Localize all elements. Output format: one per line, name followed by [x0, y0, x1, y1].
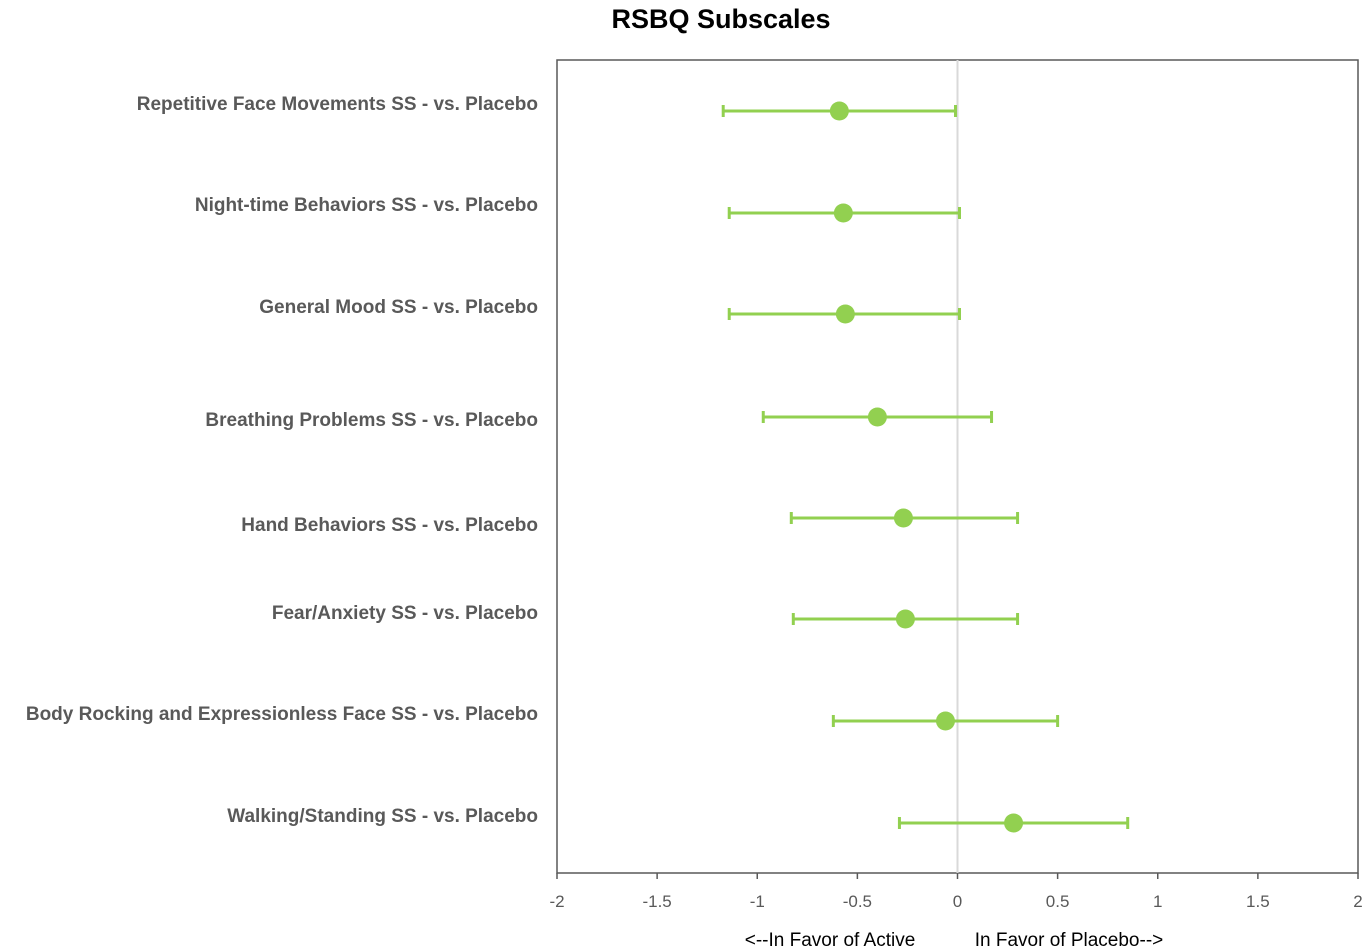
point-estimate [1004, 813, 1024, 833]
category-label: Fear/Anxiety SS - vs. Placebo [272, 603, 538, 624]
estimate-row [831, 711, 1060, 731]
x-tick-label: 1 [1153, 892, 1162, 911]
x-tick-label: 1.5 [1246, 892, 1270, 911]
category-label: Hand Behaviors SS - vs. Placebo [241, 515, 538, 536]
category-label: Night-time Behaviors SS - vs. Placebo [195, 195, 538, 216]
x-tick-label: 0.5 [1046, 892, 1070, 911]
estimate-row [761, 407, 994, 427]
category-label: Walking/Standing SS - vs. Placebo [227, 806, 538, 827]
direction-label-right: In Favor of Placebo--> [975, 930, 1164, 951]
point-estimate [935, 711, 955, 731]
point-estimate [893, 508, 913, 528]
x-axis: -2 -1.5 -1 -0.5 0 0.5 1 1.5 2 [549, 873, 1363, 911]
x-tick-label: 2 [1353, 892, 1362, 911]
point-estimate [867, 407, 887, 427]
x-tick-label: -0.5 [843, 892, 872, 911]
point-estimate [835, 304, 855, 324]
x-tick-label: -1 [750, 892, 765, 911]
estimate-row [721, 101, 957, 121]
category-label: Breathing Problems SS - vs. Placebo [205, 410, 538, 431]
point-estimate [829, 101, 849, 121]
direction-label-left: <--In Favor of Active [745, 930, 916, 951]
chart-title: RSBQ Subscales [611, 4, 831, 34]
estimate-row [791, 609, 1020, 629]
category-label: Body Rocking and Expressionless Face SS … [26, 704, 538, 725]
estimate-row [727, 304, 962, 324]
x-tick-label: -1.5 [642, 892, 671, 911]
point-estimate [895, 609, 915, 629]
x-tick-label: -2 [549, 892, 564, 911]
estimate-row [897, 813, 1130, 833]
category-label: Repetitive Face Movements SS - vs. Place… [137, 94, 538, 115]
estimate-row [727, 203, 962, 223]
estimate-row [789, 508, 1020, 528]
category-labels: Repetitive Face Movements SS - vs. Place… [26, 94, 538, 827]
x-tick-label: 0 [953, 892, 962, 911]
category-label: General Mood SS - vs. Placebo [259, 297, 538, 318]
data-marks [721, 101, 1130, 833]
point-estimate [833, 203, 853, 223]
